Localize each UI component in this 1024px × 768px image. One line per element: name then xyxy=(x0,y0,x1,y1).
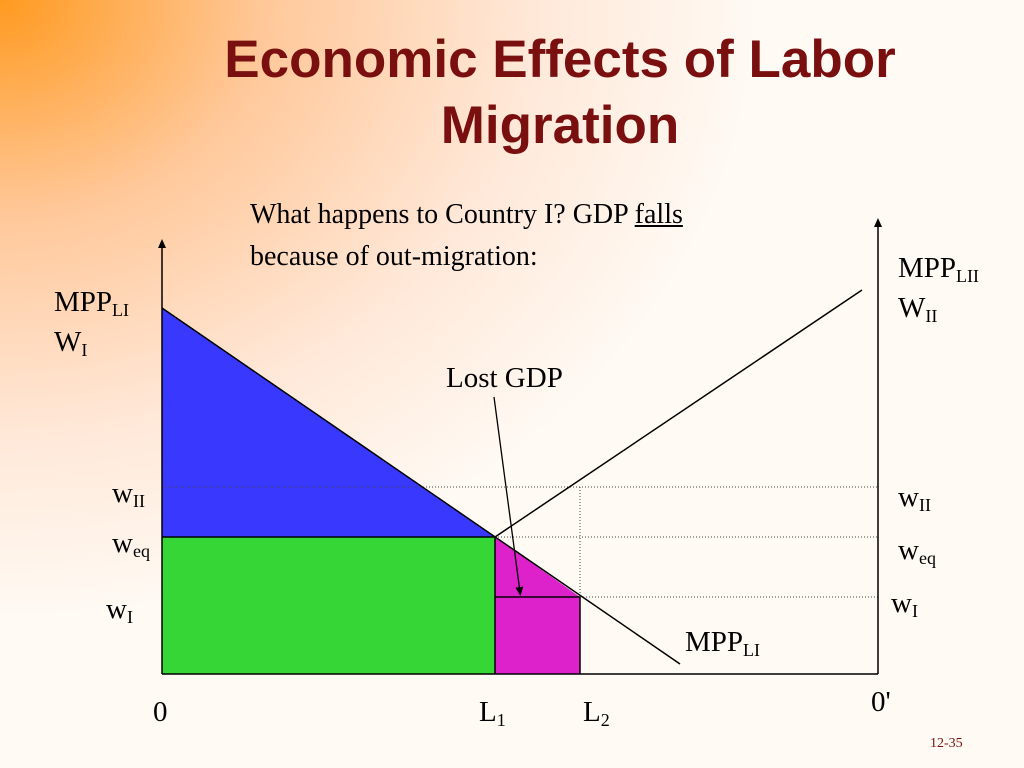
label-w-i-top: WI xyxy=(54,326,88,360)
subtitle-text: What happens to Country I? GDP xyxy=(250,199,635,230)
label-l2: L2 xyxy=(583,696,610,730)
label-w-ii-right: wII xyxy=(898,481,931,515)
label-mpp-li-top: MPPLI xyxy=(54,286,130,320)
label-l1: L1 xyxy=(479,696,506,730)
slide-number: 12-35 xyxy=(930,736,963,751)
subtitle-emphasis: falls xyxy=(634,199,683,230)
label-w-i-right: wI xyxy=(891,587,918,621)
label-w-ii-top: WII xyxy=(898,292,938,326)
label-w-ii-left: wII xyxy=(112,477,145,511)
label-w-i-left: wI xyxy=(106,593,133,627)
lost-gdp-area-magenta xyxy=(495,537,580,674)
mpp-lii-curve xyxy=(494,289,863,538)
label-origin-left: 0 xyxy=(153,696,168,728)
slide-title-line2: Migration xyxy=(440,96,680,155)
mpp-li-curve xyxy=(161,307,681,665)
label-origin-right: 0' xyxy=(871,686,891,718)
subtitle-line1: What happens to Country I? GDP falls xyxy=(250,198,683,232)
slide-title-line1: Economic Effects of Labor xyxy=(224,30,896,89)
label-w-eq-right: weq xyxy=(898,534,936,568)
subtitle-line2: because of out-migration: xyxy=(250,241,538,272)
lost-gdp-arrow xyxy=(493,396,524,596)
label-mpp-li-bottom: MPPLI xyxy=(685,626,761,660)
label-lost-gdp: Lost GDP xyxy=(446,362,563,394)
label-mpp-lii-top: MPPLII xyxy=(898,252,980,286)
wage-area-green xyxy=(162,537,495,674)
label-w-eq-left: weq xyxy=(112,527,150,561)
